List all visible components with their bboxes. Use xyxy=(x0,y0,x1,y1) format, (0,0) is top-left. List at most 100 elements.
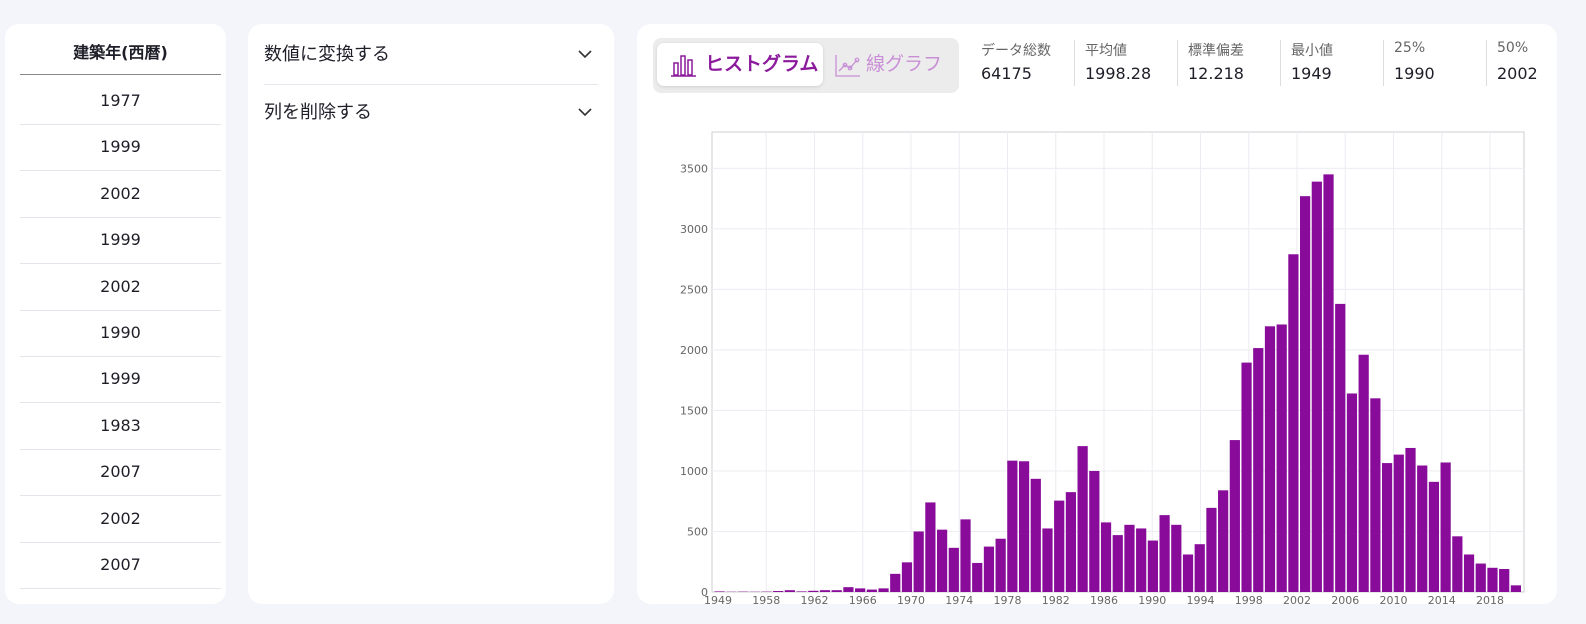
line-graph-tab[interactable]: 線グラフ xyxy=(831,43,955,86)
column-value-row: 2007 xyxy=(20,449,221,497)
histogram-bar xyxy=(1112,535,1123,592)
histogram-bar xyxy=(1089,470,1100,592)
histogram-bar xyxy=(936,529,948,592)
x-tick-label: 1958 xyxy=(752,594,780,607)
histogram-bar xyxy=(773,591,784,592)
column-value-row: 1999 xyxy=(20,356,221,404)
stat-item: 標準偏差 12.218 xyxy=(1177,40,1280,86)
chevron-down-icon xyxy=(578,108,592,117)
histogram-bar xyxy=(925,502,936,592)
histogram-bar xyxy=(866,589,877,592)
x-tick-label: 1994 xyxy=(1187,594,1215,607)
y-tick-label: 2500 xyxy=(680,283,708,296)
stat-label: 最小値 xyxy=(1291,43,1333,59)
x-tick-label: 2014 xyxy=(1428,594,1456,607)
stat-value: 2002 xyxy=(1497,64,1538,83)
y-tick-label: 0 xyxy=(701,586,708,599)
histogram-bar xyxy=(1264,326,1276,592)
histogram-bar xyxy=(1358,354,1369,592)
histogram-bar xyxy=(1007,460,1018,592)
histogram-bar xyxy=(995,538,1006,592)
histogram-bar xyxy=(1428,481,1440,592)
histogram-bar xyxy=(1300,196,1311,592)
convert-to-number-label: 数値に変換する xyxy=(264,44,390,65)
histogram-tab[interactable]: ヒストグラム xyxy=(657,43,823,86)
y-tick-label: 1500 xyxy=(680,404,708,417)
histogram-bar xyxy=(1346,393,1358,592)
histogram-bar xyxy=(948,547,959,592)
histogram-bar xyxy=(1194,544,1205,592)
y-tick-label: 3500 xyxy=(680,162,708,175)
histogram-bar xyxy=(784,590,795,592)
histogram-bar xyxy=(1487,567,1498,592)
histogram-tab-label: ヒストグラム xyxy=(705,53,819,75)
column-value-row: 1983 xyxy=(20,403,221,450)
stat-item: 平均値 1998.28 xyxy=(1074,40,1177,86)
histogram-bar xyxy=(831,590,842,592)
histogram-bar xyxy=(1323,174,1334,593)
column-value-row: 1999 xyxy=(20,217,221,265)
histogram-bar xyxy=(1335,303,1346,592)
x-tick-label: 1986 xyxy=(1090,594,1118,607)
histogram-bar xyxy=(1452,536,1463,592)
histogram-bar xyxy=(1311,181,1322,592)
stat-item: 25% 1990 xyxy=(1383,40,1486,86)
histogram-bar xyxy=(1042,528,1053,592)
statistics-panel: ヒストグラム 線グラフ データ総数 64175 平均値 1998.28 標準偏差 12.2… xyxy=(637,24,1557,607)
line-graph-tab-label: 線グラフ xyxy=(866,53,943,75)
stat-label: 標準偏差 xyxy=(1188,43,1244,59)
x-tick-label: 1966 xyxy=(849,594,877,607)
histogram-bar xyxy=(796,591,807,592)
stat-item: 最小値 1949 xyxy=(1280,40,1383,86)
histogram-bar xyxy=(1159,515,1170,592)
histogram-bar xyxy=(1030,478,1041,592)
histogram-bar xyxy=(855,588,866,592)
line-chart-icon xyxy=(835,55,860,77)
stat-label: データ総数 xyxy=(981,43,1051,59)
column-values-panel: 建築年(西暦) 1977 1999 2002 1999 2002 1990 1999 1983… xyxy=(5,24,226,604)
column-value-row: 2002 xyxy=(20,496,221,543)
y-tick-label: 3000 xyxy=(680,223,708,236)
histogram-bar xyxy=(843,587,854,592)
column-value-row: 1977 xyxy=(20,78,221,125)
histogram-bar xyxy=(1206,507,1217,592)
histogram-bar xyxy=(1463,554,1475,592)
histogram-bar xyxy=(1182,554,1194,592)
x-tick-label: 1962 xyxy=(801,594,829,607)
histogram-bar xyxy=(983,546,995,592)
histogram-bar xyxy=(1171,524,1182,592)
histogram-bar xyxy=(1276,324,1287,592)
histogram-bar xyxy=(1147,540,1158,592)
chart-type-toggle: ヒストグラム 線グラフ xyxy=(653,38,959,93)
column-value-row: 2007 xyxy=(20,542,221,589)
stat-value: 1949 xyxy=(1291,64,1332,83)
x-tick-label: 1990 xyxy=(1138,594,1166,607)
histogram-bar xyxy=(1136,528,1147,592)
histogram-bar xyxy=(960,519,971,592)
x-tick-label: 1949 xyxy=(704,594,732,607)
histogram-bar xyxy=(913,531,924,592)
bar-chart-icon xyxy=(671,55,696,77)
stat-item: 50% 2002 xyxy=(1486,40,1586,86)
chevron-down-icon xyxy=(578,50,592,59)
histogram-bar xyxy=(1241,362,1252,592)
histogram-bar xyxy=(1475,563,1486,592)
histogram-bar xyxy=(1393,454,1404,592)
histogram-bar xyxy=(1077,446,1088,592)
x-tick-label: 2002 xyxy=(1283,594,1311,607)
convert-to-number-accordion[interactable]: 数値に変換する xyxy=(264,26,598,85)
histogram-bar xyxy=(972,562,983,592)
stat-value: 12.218 xyxy=(1188,64,1244,83)
histogram-bar xyxy=(901,562,913,592)
histogram-chart: 0 500 1000 1500 2000 2500 3000 3500 1949 1958 1962… xyxy=(680,131,1525,607)
column-header[interactable]: 建築年(西暦) xyxy=(20,40,221,75)
histogram-bar xyxy=(1218,490,1229,592)
histogram-bar xyxy=(1440,462,1451,592)
stat-item: データ総数 64175 xyxy=(971,40,1073,86)
histogram-bar xyxy=(1018,461,1030,592)
histogram-bar xyxy=(808,590,819,592)
histogram-bar xyxy=(1065,492,1077,592)
delete-column-accordion[interactable]: 列を削除する xyxy=(264,84,598,142)
y-tick-label: 2000 xyxy=(680,344,708,357)
histogram-bar xyxy=(1229,440,1240,592)
